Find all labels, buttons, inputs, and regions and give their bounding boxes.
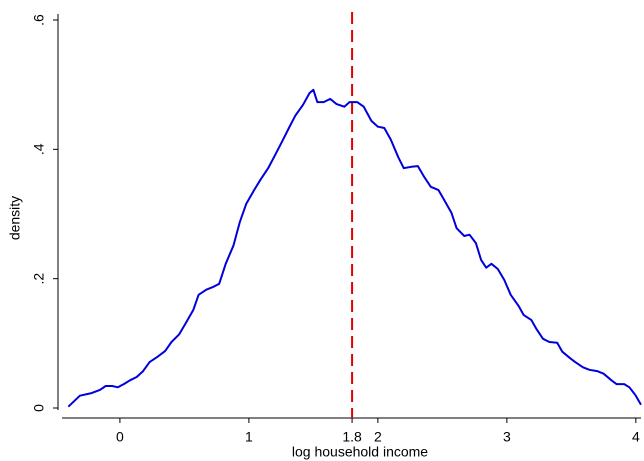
y-tick-label: 0 bbox=[31, 404, 47, 412]
y-tick-label: .6 bbox=[31, 14, 47, 26]
x-tick-label: 3 bbox=[503, 429, 511, 445]
x-tick-label: 4 bbox=[632, 429, 640, 445]
y-axis-title: density bbox=[7, 196, 23, 240]
x-tick-label: 0 bbox=[116, 429, 124, 445]
x-tick-label: 1.8 bbox=[342, 429, 362, 445]
density-line bbox=[67, 88, 642, 408]
x-tick-label: 2 bbox=[374, 429, 382, 445]
x-axis-title: log household income bbox=[292, 444, 428, 460]
y-tick-label: .2 bbox=[31, 273, 47, 285]
x-tick-label: 1 bbox=[245, 429, 253, 445]
y-tick-label: .4 bbox=[31, 143, 47, 155]
